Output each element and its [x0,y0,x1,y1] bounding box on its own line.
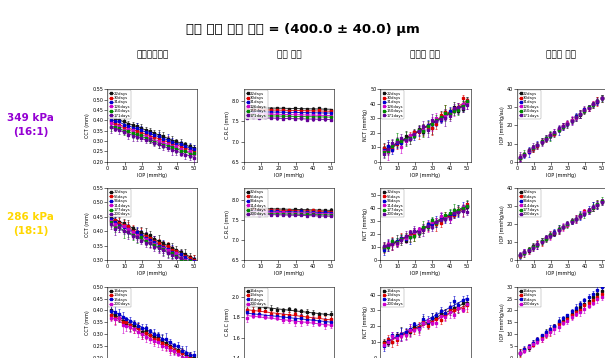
Y-axis label: IOP (mmHg/au): IOP (mmHg/au) [500,205,505,243]
Y-axis label: C.R.C (mm): C.R.C (mm) [225,111,230,140]
X-axis label: IOP (mmHg): IOP (mmHg) [137,271,168,276]
X-axis label: IOP (mmHg): IOP (mmHg) [274,271,304,276]
Text: 표적 중심 각막 두께 = (400.0 ± 40.0) μm: 표적 중심 각막 두께 = (400.0 ± 40.0) μm [186,23,419,37]
Text: 228 kPa
(20:1): 228 kPa (20:1) [7,310,54,334]
Legend: 16days, 13days, 15days, 200days: 16days, 13days, 15days, 200days [518,288,541,308]
X-axis label: IOP (mmHg): IOP (mmHg) [274,173,304,178]
Legend: 16days, 13days, 15days, 200days: 16days, 13days, 15days, 200days [108,288,131,308]
Legend: 22days, 30days, 31days, 126days, 150days, 171days: 22days, 30days, 31days, 126days, 150days… [108,91,131,119]
Legend: 22days, 30days, 31days, 126days, 150days, 171days: 22days, 30days, 31days, 126days, 150days… [518,91,541,119]
Legend: 16days, 13days, 15days, 200days: 16days, 13days, 15days, 200days [381,288,404,308]
Text: 286 kPa
(18:1): 286 kPa (18:1) [7,212,54,236]
Y-axis label: CCT (mm): CCT (mm) [85,212,90,237]
Legend: 32days, 55days, 96days, 114days, 177days, 200days: 32days, 55days, 96days, 114days, 177days… [381,189,404,217]
X-axis label: IOP (mmHg): IOP (mmHg) [546,173,576,178]
Text: 중심각막두께: 중심각막두께 [136,50,168,59]
Y-axis label: NCT (mmHg): NCT (mmHg) [363,306,368,338]
Y-axis label: C.R.C (mm): C.R.C (mm) [225,210,230,238]
X-axis label: IOP (mmHg): IOP (mmHg) [410,271,440,276]
Y-axis label: NCT (mmHg): NCT (mmHg) [363,208,368,240]
Y-axis label: C.R.C (mm): C.R.C (mm) [225,308,230,337]
X-axis label: IOP (mmHg): IOP (mmHg) [137,173,168,178]
Legend: 32days, 55days, 96days, 114days, 177days, 200days: 32days, 55days, 96days, 114days, 177days… [245,189,267,217]
Legend: 22days, 30days, 31days, 126days, 150days, 171days: 22days, 30days, 31days, 126days, 150days… [245,91,267,119]
Text: 골드만 안압: 골드만 안압 [546,50,576,59]
Legend: 22days, 30days, 31days, 126days, 150days, 171days: 22days, 30days, 31days, 126days, 150days… [381,91,404,119]
Text: 349 kPa
(16:1): 349 kPa (16:1) [7,113,54,137]
Legend: 16days, 13days, 15days, 200days: 16days, 13days, 15days, 200days [245,288,267,308]
Y-axis label: IOP (mmHg/au): IOP (mmHg/au) [500,107,505,144]
Text: 공압식 안압: 공압식 안압 [410,50,440,59]
X-axis label: IOP (mmHg): IOP (mmHg) [546,271,576,276]
Y-axis label: NCT (mmHg): NCT (mmHg) [363,110,368,141]
Y-axis label: IOP (mmHg/au): IOP (mmHg/au) [500,304,505,341]
Legend: 32days, 55days, 96days, 114days, 177days, 200days: 32days, 55days, 96days, 114days, 177days… [108,189,131,217]
Text: 각막 곡률: 각막 곡률 [276,50,301,59]
Legend: 32days, 55days, 96days, 114days, 177days, 200days: 32days, 55days, 96days, 114days, 177days… [518,189,541,217]
Y-axis label: CCT (mm): CCT (mm) [85,113,90,138]
X-axis label: IOP (mmHg): IOP (mmHg) [410,173,440,178]
Y-axis label: CCT (mm): CCT (mm) [85,310,90,335]
